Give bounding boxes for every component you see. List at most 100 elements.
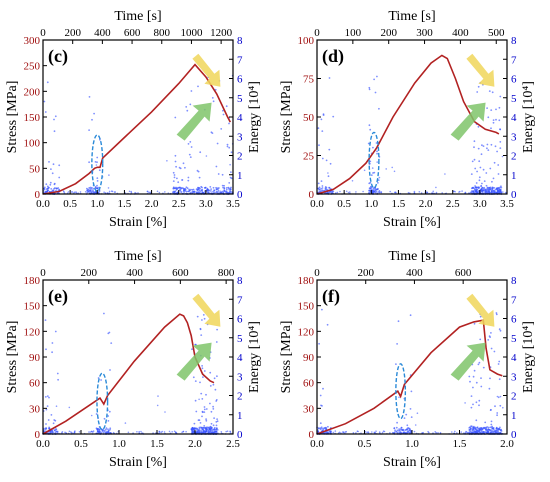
energy-point	[320, 187, 322, 190]
energy-point	[482, 145, 485, 148]
energy-point	[148, 191, 150, 194]
energy-point	[213, 191, 216, 194]
energy-point	[414, 424, 417, 426]
energy-point	[172, 187, 175, 190]
x-tick-label: 0.5	[358, 438, 372, 450]
x-tick-label: 3.0	[199, 198, 213, 210]
energy-point	[487, 149, 490, 152]
energy-point	[441, 192, 444, 194]
right-tick-label: 5	[511, 333, 517, 345]
energy-point	[472, 403, 474, 406]
energy-point	[363, 169, 366, 172]
energy-point	[91, 118, 93, 121]
energy-point	[470, 395, 473, 397]
energy-point	[199, 328, 202, 331]
energy-point	[469, 191, 472, 194]
top-tick-label: 600	[455, 267, 472, 279]
energy-point	[332, 115, 335, 118]
energy-point	[161, 430, 163, 433]
energy-point	[54, 330, 57, 333]
y-tick-label: 0	[309, 429, 315, 441]
energy-point	[474, 428, 477, 431]
energy-point	[218, 187, 220, 189]
energy-point	[195, 191, 197, 193]
energy-point	[473, 369, 476, 372]
highlight-ellipse	[96, 372, 109, 431]
right-tick-label: 4	[237, 112, 243, 124]
y-tick-label: 90	[303, 352, 315, 364]
energy-point	[487, 431, 489, 434]
energy-point	[475, 182, 478, 184]
energy-point	[490, 127, 492, 130]
energy-point	[330, 430, 332, 432]
energy-point	[110, 342, 113, 344]
x-tick-label: 1.0	[90, 198, 104, 210]
energy-point	[319, 428, 322, 431]
energy-point	[193, 422, 196, 425]
arrow-down-icon	[466, 293, 495, 327]
energy-point	[497, 396, 500, 399]
energy-point	[221, 190, 224, 193]
energy-point	[202, 191, 204, 194]
energy-point	[389, 432, 391, 434]
energy-point	[389, 190, 392, 193]
x-axis-title: Strain [%]	[109, 215, 167, 230]
energy-point	[372, 146, 374, 149]
energy-point	[473, 158, 476, 161]
energy-point	[352, 432, 355, 434]
energy-point	[495, 312, 498, 314]
energy-points	[317, 75, 508, 195]
energy-point	[88, 129, 90, 132]
energy-point	[490, 109, 493, 111]
energy-point	[378, 107, 380, 110]
energy-point	[392, 432, 395, 434]
energy-point	[212, 424, 215, 427]
energy-point	[456, 432, 458, 434]
energy-point	[99, 430, 101, 433]
energy-point	[215, 400, 218, 402]
energy-point	[107, 332, 110, 335]
energy-point	[92, 187, 95, 190]
energy-point	[183, 189, 185, 192]
energy-point	[368, 190, 370, 192]
energy-point	[78, 431, 81, 433]
energy-point	[45, 348, 47, 351]
panel-label: (e)	[48, 286, 68, 307]
energy-point	[54, 115, 57, 118]
energy-point	[200, 334, 203, 336]
energy-point	[203, 425, 206, 427]
energy-point	[89, 187, 92, 190]
energy-point	[327, 175, 330, 178]
energy-point	[374, 91, 377, 94]
energy-point	[223, 184, 226, 187]
right-tick-label: 2	[237, 391, 243, 403]
energy-point	[477, 363, 480, 366]
energy-point	[369, 160, 372, 163]
energy-point	[493, 191, 496, 194]
energy-point	[320, 180, 323, 183]
energy-point	[479, 431, 482, 434]
right-axis-title: Energy [10⁴]	[247, 321, 262, 393]
arrow-up-icon	[450, 342, 486, 381]
energy-point	[166, 160, 168, 162]
energy-point	[215, 424, 218, 427]
energy-point	[325, 159, 328, 162]
energy-point	[469, 430, 472, 433]
energy-point	[461, 190, 463, 192]
energy-point	[211, 132, 214, 135]
energy-point	[473, 431, 476, 433]
y-tick-label: 180	[298, 275, 315, 287]
energy-point	[489, 188, 491, 191]
energy-point	[109, 369, 111, 371]
right-tick-label: 7	[237, 54, 243, 66]
energy-point	[229, 188, 232, 191]
energy-point	[91, 430, 93, 433]
x-tick-label: 1.0	[364, 198, 378, 210]
energy-point	[180, 191, 182, 194]
right-tick-label: 8	[237, 35, 243, 47]
energy-point	[376, 150, 378, 153]
energy-point	[345, 190, 348, 193]
right-tick-label: 3	[511, 131, 517, 143]
energy-point	[137, 192, 139, 194]
energy-point	[44, 319, 47, 321]
